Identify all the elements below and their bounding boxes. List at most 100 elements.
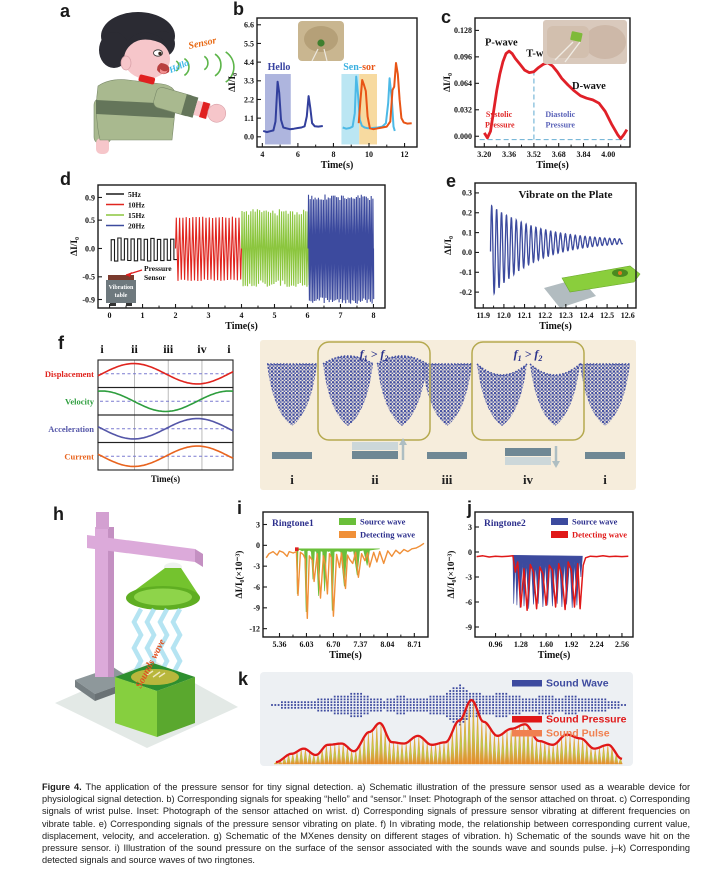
annotation-t-wave: T-wave	[526, 48, 559, 59]
y-axis-label: ΔI/I₀	[228, 73, 238, 92]
inset-box-label-1: Vibration	[109, 285, 134, 291]
x-tick-label: 6.70	[326, 640, 340, 649]
hello-label: Hello	[268, 62, 291, 73]
series-10Hz	[174, 216, 243, 282]
x-tick-label: 12.4	[579, 311, 593, 320]
y-tick-label: -0.1	[459, 268, 472, 277]
sensor-box-front	[115, 677, 157, 737]
electrode-bar	[427, 452, 467, 459]
x-tick-label: 5.36	[273, 640, 287, 649]
x-tick-label: 12.1	[518, 311, 532, 320]
stage-label-top: ii	[131, 342, 138, 356]
freq-inequality-label: f1 > f2	[360, 347, 389, 363]
y-tick-label: 0.0	[462, 248, 472, 257]
series-15Hz	[240, 209, 310, 287]
y-tick-label: 0	[468, 548, 472, 557]
x-tick-label: 1.92	[564, 640, 578, 649]
y-tick-label: -9	[253, 604, 260, 613]
x-tick-label: 3	[207, 311, 211, 320]
x-tick-label: 3.84	[577, 150, 591, 159]
annotation-pressure: Pressure	[546, 121, 576, 130]
x-tick-label: 8	[371, 311, 375, 320]
x-axis-label: Time(s)	[538, 650, 571, 661]
legend-swatch	[512, 730, 542, 737]
x-tick-label: 6.03	[299, 640, 313, 649]
x-axis-label: Time(s)	[225, 321, 258, 332]
x-tick-label: 12.3	[559, 311, 573, 320]
x-axis-label: Time(s)	[536, 160, 569, 171]
legend-label: 15Hz	[128, 211, 145, 220]
figure-caption-label: Figure 4.	[42, 782, 82, 792]
annotation-pressure: Pressure	[485, 121, 515, 130]
series-detecting-wave	[265, 542, 425, 619]
annotation-diastolic: Diastolic	[545, 110, 575, 119]
mxene-cup	[267, 364, 317, 426]
x-tick-label: 1.60	[539, 640, 553, 649]
x-tick-label: 0.96	[489, 640, 503, 649]
y-axis-label: ΔI/I₀	[70, 237, 80, 256]
x-tick-label: 10	[365, 150, 373, 159]
stand-arm	[87, 535, 195, 562]
y-tick-label: 2.2	[244, 95, 254, 104]
series-5Hz	[110, 237, 178, 262]
y-tick-label: 3	[256, 520, 260, 529]
x-tick-label: 1	[141, 311, 145, 320]
x-tick-label: 2	[174, 311, 178, 320]
x-tick-label: 2.56	[615, 640, 629, 649]
cup-surface-dotted	[322, 355, 374, 365]
panel-c-wrist-pulse-chart: P-wave T-wave D-wave Systolic Pressure Diasto…	[443, 17, 631, 171]
legend-label: 20Hz	[128, 221, 145, 230]
electrode-bar	[272, 452, 312, 459]
y-tick-label: 0.096	[454, 53, 472, 62]
y-tick-label: 0.064	[454, 79, 472, 88]
panel-i-ringtone1-chart: Ringtone1 Source wave Detecting wave 3 0 -3 -6…	[234, 511, 429, 661]
x-tick-label: 8.71	[407, 640, 421, 649]
series-sen	[342, 75, 396, 132]
panel-i-title: Ringtone1	[272, 519, 314, 529]
legend-swatch	[512, 680, 542, 687]
row-label-velocity: Velocity	[65, 396, 95, 406]
x-axis-label: Time(s)	[321, 160, 354, 171]
y-tick-label: 0.5	[85, 216, 95, 225]
curve-displacement	[97, 362, 234, 385]
throat-sensor	[138, 74, 156, 85]
panel-j-ringtone2-chart: Ringtone2 Source wave Detecting wave 3 0 -3 -6…	[446, 511, 634, 661]
x-tick-label: 7	[338, 311, 342, 320]
x-tick-label: 0	[108, 311, 112, 320]
y-tick-label: 0.1	[462, 228, 472, 237]
start-marker	[295, 547, 299, 551]
legend-swatch	[512, 716, 542, 723]
electrode-bar	[585, 452, 625, 459]
panel-label-c: c	[441, 7, 452, 27]
y-tick-label: 0.0	[85, 244, 95, 253]
panel-e-plate-vibration-chart: Vibrate on the Plate -0.2 -0.1 0.0 0.1 0.2 0.3…	[444, 182, 641, 332]
fill-source-wave	[296, 548, 380, 613]
legend-label: Detecting wave	[360, 530, 415, 540]
y-tick-label: -0.2	[459, 288, 472, 297]
panel-label-i: i	[237, 498, 243, 518]
series-sor	[357, 62, 412, 131]
box-iv-outline	[471, 341, 585, 441]
x-tick-label: 1.28	[514, 640, 528, 649]
electrode-ghost	[505, 457, 551, 465]
x-tick-label: 3.36	[502, 150, 516, 159]
y-axis-label: ΔI/I₀	[443, 73, 453, 92]
x-tick-label: 2.24	[590, 640, 604, 649]
panel-label-a: a	[60, 1, 71, 21]
x-tick-label: 12.6	[621, 311, 635, 320]
y-tick-label: -6	[465, 598, 472, 607]
stage-label-top: iii	[163, 342, 174, 356]
row-label-acceleration: Acceleration	[48, 424, 94, 434]
legend-label: Detecting wave	[572, 530, 627, 540]
legend-label: Sound Pressure	[546, 714, 627, 726]
series-20Hz	[307, 194, 375, 304]
inset-pointer-label-2: Sensor	[144, 273, 166, 282]
row-label-current: Current	[64, 451, 94, 461]
y-tick-label: 4.4	[244, 58, 254, 67]
sound-test-schematic: Sounds wave	[55, 512, 238, 748]
legend-label: Sound Pulse	[546, 728, 610, 740]
panel-j-title: Ringtone2	[484, 519, 526, 529]
x-tick-label: 3.20	[477, 150, 491, 159]
